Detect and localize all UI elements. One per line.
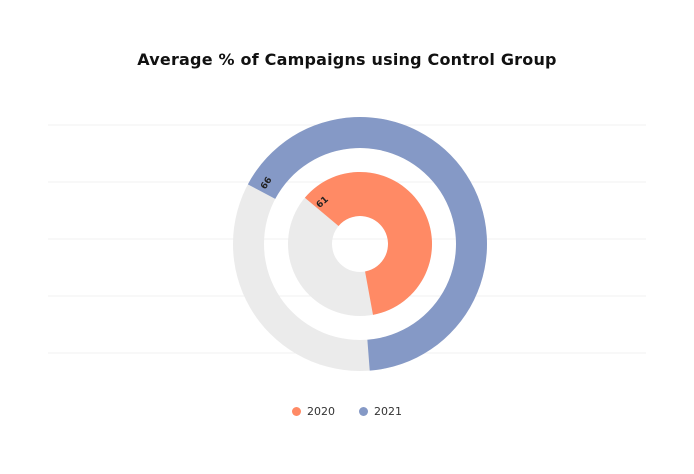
donut-rings — [232, 117, 488, 371]
legend-label-2020: 2020 — [307, 405, 335, 418]
legend: 2020 2021 — [0, 405, 694, 418]
legend-swatch-2020 — [292, 407, 301, 416]
slice-2020[interactable] — [304, 172, 433, 315]
legend-item-2020[interactable]: 2020 — [292, 405, 335, 418]
legend-swatch-2021 — [359, 407, 368, 416]
legend-label-2021: 2021 — [374, 405, 402, 418]
chart-title: Average % of Campaigns using Control Gro… — [137, 50, 557, 69]
gridlines — [48, 124, 646, 354]
legend-item-2021[interactable]: 2021 — [359, 405, 402, 418]
